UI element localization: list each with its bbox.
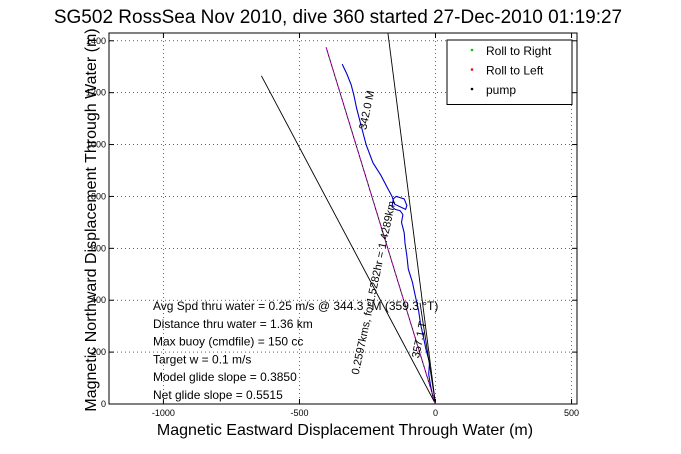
annotation-line: Model glide slope = 0.3850 [153,370,297,384]
y-tick-label: 0 [101,399,106,409]
y-tick-label: 1000 [86,140,106,150]
y-tick-label: 1200 [86,88,106,98]
y-tick-label: 800 [91,191,106,201]
plot-clip-group [261,33,437,404]
annotation-line: Max buoy (cmdfile) = 150 cc [153,335,303,349]
track-line [341,63,437,404]
reference-line [261,75,436,404]
line-label: 0.2597kms, for1.5282hr = 1.4289km [350,200,399,376]
legend: Roll to Right Roll to Left pump [446,39,573,105]
legend-label: Roll to Left [486,64,544,78]
annotation-line: Avg Spd thru water = 0.25 m/s @ 344.3 °M… [153,299,438,313]
line-label: 342.0 M [357,90,377,131]
reference-line [419,302,436,404]
x-axis-label: Magnetic Eastward Displacement Through W… [157,422,533,439]
y-axis-label: Magnetic Northward Displacement Through … [83,28,100,411]
y-tick-label: 600 [91,243,106,253]
x-tick-label: -500 [290,408,308,418]
y-tick-label: 200 [91,347,106,357]
legend-marker [470,87,474,91]
reference-line [325,47,436,404]
y-tick-label: 1400 [86,36,106,46]
x-tick-label: -1000 [152,408,175,418]
axes: -1000 -500 0 500 0 200 400 600 800 1000 1200 1400 [86,32,579,418]
annotation-block: Avg Spd thru water = 0.25 m/s @ 344.3 °M… [153,299,438,402]
axes-frame [108,32,578,405]
annotation-line: Distance thru water = 1.36 km [153,317,313,331]
legend-label: pump [486,83,516,97]
chart-title: SG502 RossSea Nov 2010, dive 360 started… [54,7,622,28]
y-tick-label: 400 [91,295,106,305]
legend-box [446,39,573,105]
x-tick-label: 0 [433,408,438,418]
reference-line [387,33,436,404]
annotation-line: Target w = 0.1 m/s [153,352,251,366]
legend-marker [470,48,474,52]
x-tick-label: 500 [564,408,579,418]
annotation-line: Net glide slope = 0.5515 [153,388,283,402]
legend-marker [470,68,474,71]
legend-label: Roll to Right [486,44,552,58]
